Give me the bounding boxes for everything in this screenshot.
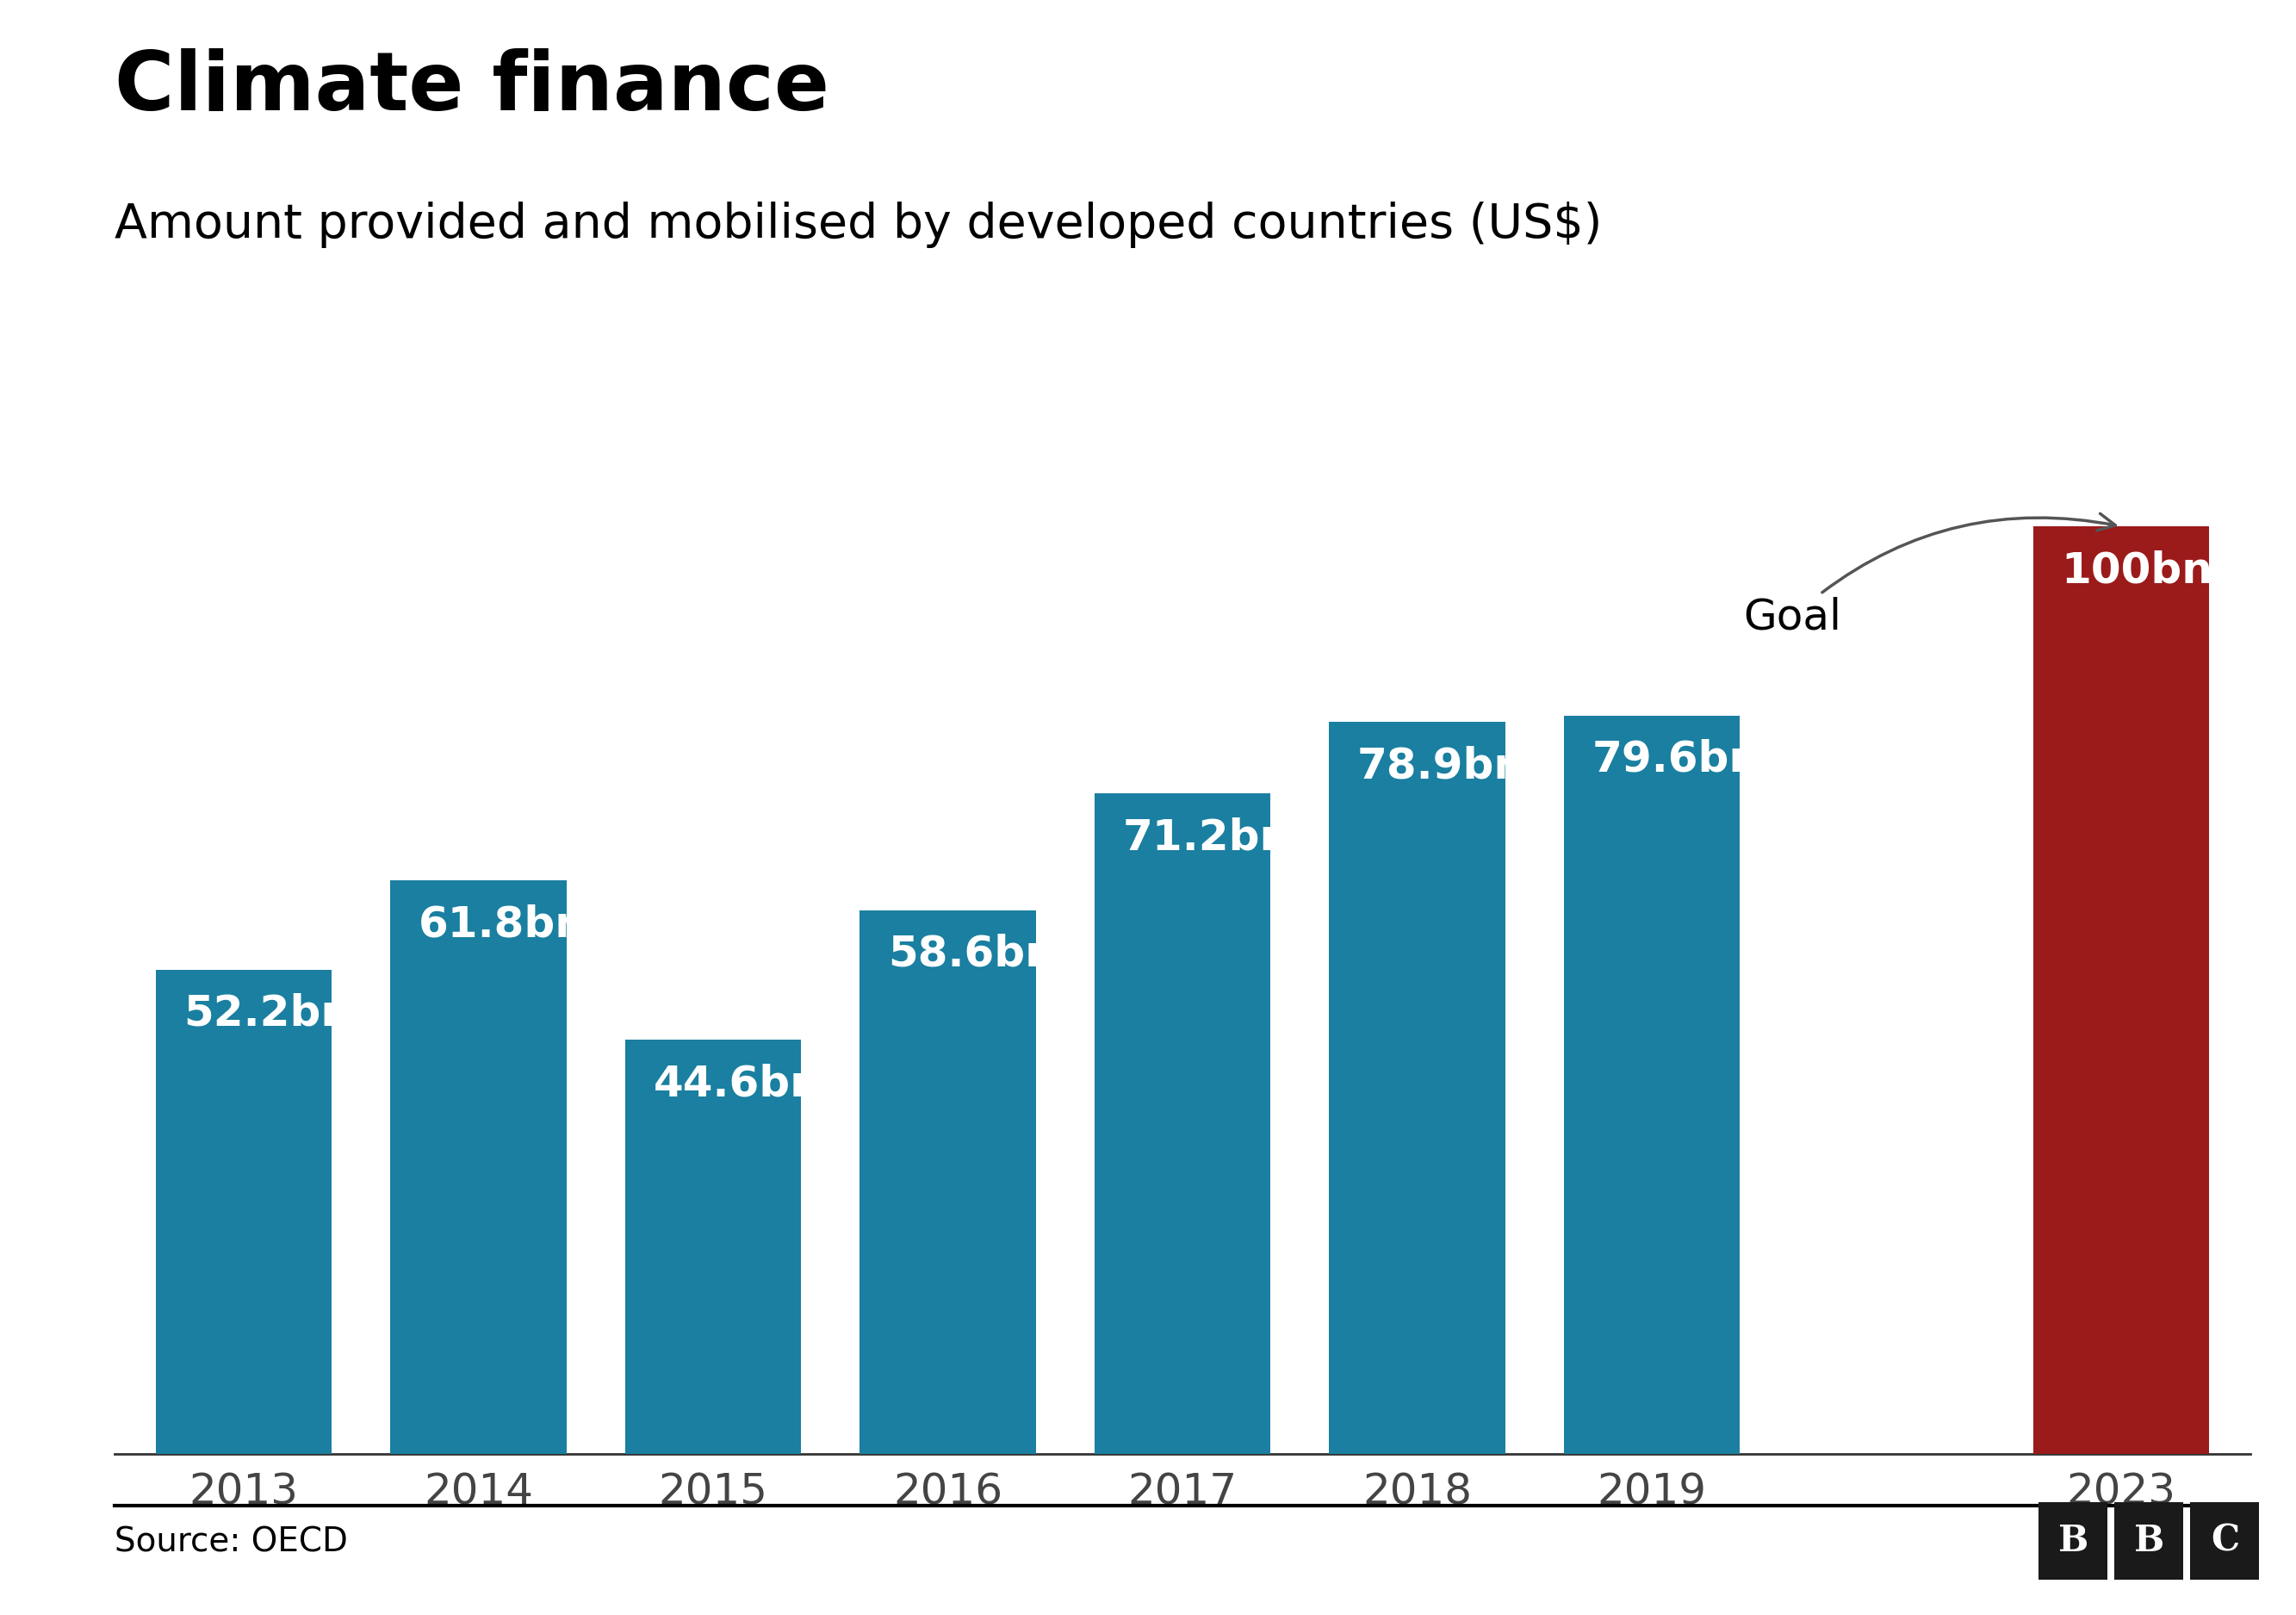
Text: 61.8bn: 61.8bn [418,904,585,945]
Text: 100bn: 100bn [2062,549,2213,591]
Bar [156,969,333,1454]
Bar [859,911,1035,1454]
Bar [390,880,567,1454]
Bar [1095,793,1270,1454]
Text: B: B [2133,1523,2165,1558]
Text: 58.6bn: 58.6bn [889,933,1056,975]
Text: Amount provided and mobilised by developed countries (US$): Amount provided and mobilised by develop… [115,202,1603,249]
Text: 44.6bn: 44.6bn [654,1063,822,1105]
Text: 71.2bn: 71.2bn [1123,817,1290,858]
Bar [2032,526,2209,1454]
Text: B: B [2057,1523,2089,1558]
Text: Goal: Goal [1743,514,2115,638]
Text: 78.9bn: 78.9bn [1357,745,1525,787]
Text: 52.2bn: 52.2bn [184,993,351,1034]
Bar [1564,715,1740,1454]
Text: Climate finance: Climate finance [115,48,829,128]
Text: 79.6bn: 79.6bn [1591,738,1759,780]
Text: Source: OECD: Source: OECD [115,1526,349,1558]
Text: C: C [2211,1523,2239,1558]
Bar [625,1040,801,1454]
Bar [1329,722,1506,1454]
